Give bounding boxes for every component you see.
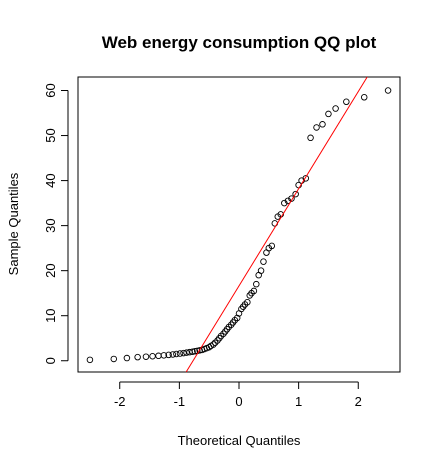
x-axis-label: Theoretical Quantiles	[178, 433, 301, 448]
data-point	[343, 98, 350, 106]
x-tick-label: 1	[295, 394, 302, 409]
data-point	[173, 350, 180, 358]
data-point	[169, 351, 177, 358]
data-point	[250, 287, 258, 295]
x-tick-label: -2	[114, 394, 126, 409]
data-point	[360, 94, 368, 101]
y-tick-label: 20	[43, 263, 58, 277]
data-point	[319, 121, 326, 128]
data-point	[257, 267, 265, 274]
data-point	[176, 350, 184, 357]
data-point	[292, 190, 299, 198]
data-point	[180, 349, 187, 357]
chart-title: Web energy consumption QQ plot	[102, 33, 377, 52]
data-point	[149, 352, 156, 360]
data-point	[183, 349, 190, 356]
data-point	[281, 199, 288, 207]
y-tick-label: 10	[43, 308, 58, 322]
data-point	[325, 110, 332, 118]
y-axis: 0 10 20 30 40 50 60	[43, 83, 69, 364]
data-point	[332, 105, 339, 112]
data-point	[302, 175, 310, 182]
data-point	[268, 242, 276, 250]
points-layer	[86, 87, 392, 364]
data-point	[210, 341, 217, 348]
data-point	[86, 356, 94, 364]
y-tick-label: 30	[43, 218, 58, 232]
plot-area	[77, 76, 401, 373]
reference-line	[185, 76, 368, 373]
data-point	[123, 354, 131, 362]
data-point	[142, 353, 150, 360]
y-tick-label: 40	[43, 173, 58, 187]
x-tick-label: 2	[355, 394, 362, 409]
data-point	[253, 280, 260, 288]
data-point	[189, 348, 196, 355]
data-point	[288, 195, 295, 202]
data-point	[110, 355, 118, 363]
data-point	[233, 314, 241, 322]
x-tick-label: 0	[235, 394, 242, 409]
data-point	[313, 124, 320, 131]
data-point	[384, 87, 392, 94]
data-point	[260, 258, 267, 265]
data-point	[307, 134, 314, 142]
plot-frame	[77, 76, 401, 373]
y-tick-label: 50	[43, 128, 58, 142]
data-point	[244, 298, 251, 306]
data-point	[196, 347, 203, 354]
y-axis-label: Sample Quantiles	[6, 172, 21, 275]
y-tick-label: 0	[43, 357, 58, 364]
data-point	[165, 351, 172, 359]
x-tick-label: -1	[174, 394, 186, 409]
data-point	[134, 353, 141, 361]
data-point	[160, 352, 168, 359]
y-tick-label: 60	[43, 83, 58, 97]
data-point	[155, 352, 162, 360]
data-point	[191, 348, 199, 355]
x-axis: -2 -1 0 1 2	[114, 381, 362, 409]
